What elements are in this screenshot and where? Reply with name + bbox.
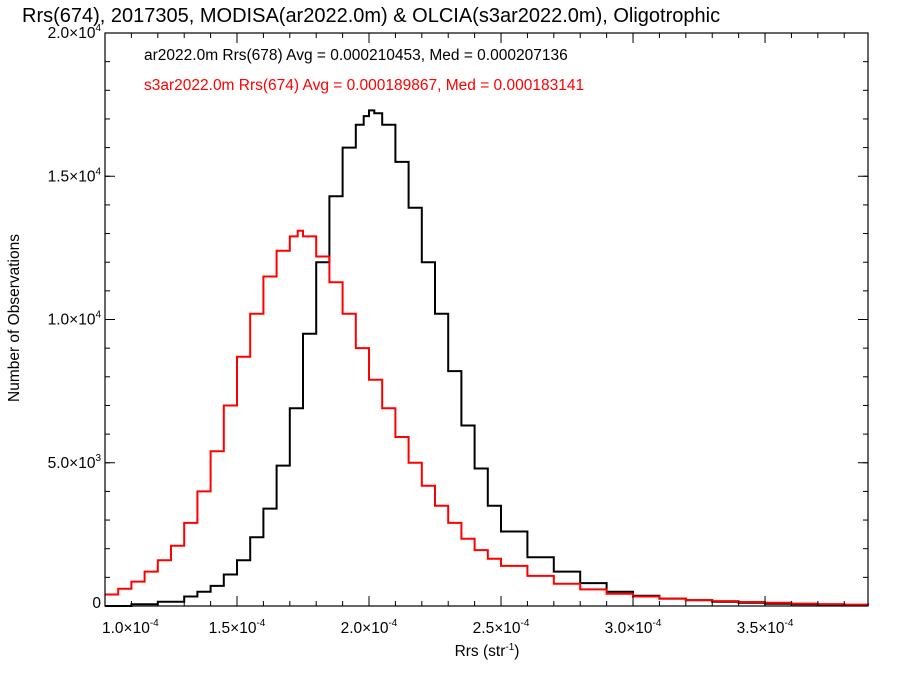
y-tick-label: 2.0×104 bbox=[48, 23, 102, 42]
x-axis-label-main: Rrs (str bbox=[455, 643, 506, 660]
y-tick-label: 5.0×103 bbox=[48, 453, 102, 472]
legend-entry-olcia: s3ar2022.0m Rrs(674) Avg = 0.000189867, … bbox=[144, 77, 584, 94]
series-group bbox=[105, 109, 869, 607]
x-tick-label: 1.5×10-4 bbox=[209, 618, 266, 637]
y-tick-label: 1.0×104 bbox=[48, 310, 102, 329]
x-axis-label-close: ) bbox=[514, 643, 519, 660]
plot-frame bbox=[104, 32, 869, 607]
y-tick-label: 0 bbox=[92, 595, 101, 612]
chart-title: Rrs(674), 2017305, MODISA(ar2022.0m) & O… bbox=[22, 5, 720, 27]
legend-entry-modisa: ar2022.0m Rrs(678) Avg = 0.000210453, Me… bbox=[144, 47, 568, 64]
x-axis-label: Rrs (str-1) bbox=[455, 642, 520, 660]
ticks-group bbox=[104, 32, 868, 607]
y-tick-label: 1.5×104 bbox=[48, 166, 102, 185]
x-tick-label: 2.0×10-4 bbox=[341, 618, 398, 637]
x-tick-label: 1.0×10-4 bbox=[102, 618, 159, 637]
series-line-modisa bbox=[105, 109, 869, 607]
y-axis-label: Number of Observations bbox=[6, 234, 23, 402]
series-line-olcia bbox=[105, 229, 869, 606]
x-tick-label: 3.0×10-4 bbox=[605, 618, 662, 637]
x-tick-label: 3.5×10-4 bbox=[737, 618, 794, 637]
x-tick-label: 2.5×10-4 bbox=[473, 618, 530, 637]
x-axis-label-superscript: -1 bbox=[505, 642, 514, 653]
tick-labels-group: 1.0×10-4 1.5×10-4 2.0×10-4 2.5×10-4 3.0×10-4… bbox=[48, 23, 794, 637]
